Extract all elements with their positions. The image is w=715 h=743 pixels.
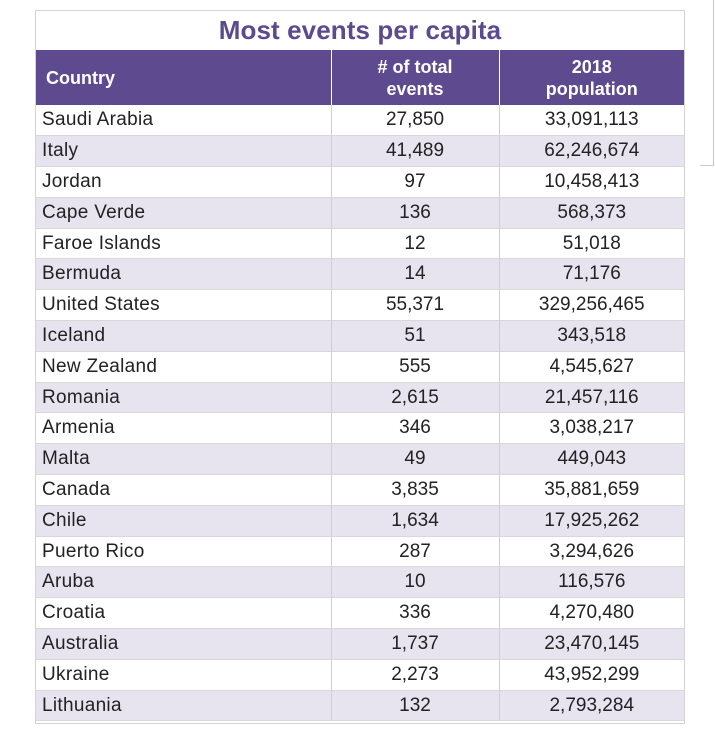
- table-row: Faroe Islands 12 51,018: [36, 228, 684, 260]
- table-row: Iceland 51 343,518: [36, 320, 684, 352]
- country-cell: United States: [36, 289, 332, 322]
- table-row: Puerto Rico 287 3,294,626: [36, 536, 684, 568]
- events-cell: 55,371: [331, 289, 500, 322]
- events-cell: 3,835: [331, 474, 500, 506]
- country-cell: Australia: [36, 628, 332, 660]
- country-cell: Aruba: [36, 566, 332, 599]
- events-cell: 1,634: [331, 505, 500, 537]
- page-edge-divider-corner: [700, 165, 714, 166]
- table-row: Croatia 336 4,270,480: [36, 597, 684, 630]
- population-cell: 116,576: [499, 566, 684, 599]
- population-header-line1: 2018: [571, 56, 612, 77]
- table-row: Romania 2,615 21,457,116: [36, 382, 684, 414]
- events-header-line2: events: [386, 78, 444, 99]
- table-row: Lithuania 132 2,793,284: [36, 690, 684, 722]
- events-cell: 14: [331, 258, 500, 291]
- events-cell: 2,615: [331, 382, 500, 414]
- table-row: Ukraine 2,273 43,952,299: [36, 659, 684, 691]
- events-cell: 41,489: [331, 135, 500, 168]
- table-row: Saudi Arabia 27,850 33,091,113: [36, 105, 684, 137]
- population-cell: 62,246,674: [499, 135, 684, 168]
- table-row: New Zealand 555 4,545,627: [36, 351, 684, 383]
- table-row: Australia 1,737 23,470,145: [36, 628, 684, 660]
- table-row: Aruba 10 116,576: [36, 566, 684, 599]
- population-cell: 343,518: [499, 320, 684, 352]
- country-cell: Cape Verde: [36, 197, 332, 229]
- table-row: Armenia 346 3,038,217: [36, 412, 684, 445]
- events-cell: 132: [331, 690, 500, 722]
- events-table: Country # of total events 2018 populatio…: [36, 50, 684, 722]
- country-cell: Faroe Islands: [36, 228, 332, 260]
- population-cell: 33,091,113: [499, 105, 684, 137]
- population-cell: 2,793,284: [499, 690, 684, 722]
- events-cell: 346: [331, 412, 500, 445]
- population-column-header: 2018 population: [499, 50, 684, 105]
- events-cell: 10: [331, 566, 500, 599]
- population-cell: 43,952,299: [499, 659, 684, 691]
- population-cell: 51,018: [499, 228, 684, 260]
- header-row: Country # of total events 2018 populatio…: [36, 50, 684, 105]
- table-row: Malta 49 449,043: [36, 443, 684, 476]
- country-cell: Iceland: [36, 320, 332, 352]
- events-header-line1: # of total: [377, 56, 453, 77]
- events-cell: 49: [331, 443, 500, 476]
- country-cell: Canada: [36, 474, 332, 506]
- population-cell: 17,925,262: [499, 505, 684, 537]
- population-cell: 449,043: [499, 443, 684, 476]
- country-cell: Malta: [36, 443, 332, 476]
- population-cell: 35,881,659: [499, 474, 684, 506]
- country-cell: Bermuda: [36, 258, 332, 291]
- events-cell: 97: [331, 166, 500, 198]
- table-row: United States 55,371 329,256,465: [36, 289, 684, 322]
- country-cell: Italy: [36, 135, 332, 168]
- events-cell: 1,737: [331, 628, 500, 660]
- country-cell: Romania: [36, 382, 332, 414]
- events-table-card: Most events per capita Country # of tota…: [35, 10, 685, 724]
- population-header-line2: population: [545, 78, 638, 99]
- country-cell: Saudi Arabia: [36, 105, 332, 137]
- table-header: Country # of total events 2018 populatio…: [36, 50, 684, 105]
- country-cell: Ukraine: [36, 659, 332, 691]
- population-cell: 3,294,626: [499, 536, 684, 568]
- events-cell: 336: [331, 597, 500, 630]
- events-cell: 51: [331, 320, 500, 352]
- table-row: Italy 41,489 62,246,674: [36, 135, 684, 168]
- population-cell: 4,545,627: [499, 351, 684, 383]
- table-title: Most events per capita: [218, 15, 502, 45]
- country-cell: New Zealand: [36, 351, 332, 383]
- page-edge-divider: [713, 0, 714, 166]
- events-cell: 12: [331, 228, 500, 260]
- population-cell: 10,458,413: [499, 166, 684, 198]
- table-row: Jordan 97 10,458,413: [36, 166, 684, 198]
- population-cell: 21,457,116: [499, 382, 684, 414]
- table-row: Canada 3,835 35,881,659: [36, 474, 684, 506]
- table-row: Chile 1,634 17,925,262: [36, 505, 684, 537]
- country-cell: Puerto Rico: [36, 536, 332, 568]
- country-cell: Chile: [36, 505, 332, 537]
- country-cell: Lithuania: [36, 690, 332, 722]
- country-cell: Croatia: [36, 597, 332, 630]
- events-cell: 555: [331, 351, 500, 383]
- events-cell: 287: [331, 536, 500, 568]
- population-cell: 3,038,217: [499, 412, 684, 445]
- country-cell: Jordan: [36, 166, 332, 198]
- population-cell: 329,256,465: [499, 289, 684, 322]
- events-cell: 136: [331, 197, 500, 229]
- population-cell: 4,270,480: [499, 597, 684, 630]
- table-body: Saudi Arabia 27,850 33,091,113 Italy 41,489 6…: [36, 105, 684, 722]
- country-cell: Armenia: [36, 412, 332, 445]
- country-header-label: Country: [46, 67, 115, 88]
- table-row: Cape Verde 136 568,373: [36, 197, 684, 229]
- events-cell: 2,273: [331, 659, 500, 691]
- table-row: Bermuda 14 71,176: [36, 258, 684, 291]
- country-column-header: Country: [36, 50, 332, 105]
- events-cell: 27,850: [331, 105, 500, 137]
- population-cell: 71,176: [499, 258, 684, 291]
- events-column-header: # of total events: [331, 50, 500, 105]
- population-cell: 568,373: [499, 197, 684, 229]
- population-cell: 23,470,145: [499, 628, 684, 660]
